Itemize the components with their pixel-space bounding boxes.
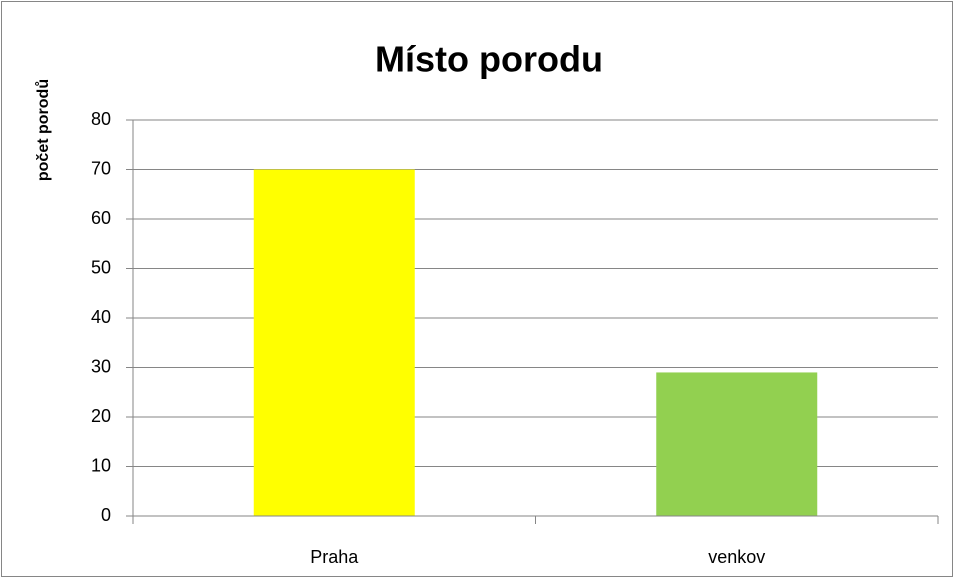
bar bbox=[253, 169, 415, 516]
y-tick-label: 0 bbox=[101, 505, 111, 525]
y-tick-label: 80 bbox=[91, 109, 111, 129]
x-tick-label: venkov bbox=[708, 547, 765, 567]
y-tick-label: 10 bbox=[91, 455, 111, 475]
x-tick-label: Praha bbox=[310, 547, 359, 567]
y-tick-label: 20 bbox=[91, 406, 111, 426]
chart-title: Místo porodu bbox=[375, 39, 603, 80]
bar bbox=[656, 372, 818, 516]
y-tick-label: 40 bbox=[91, 307, 111, 327]
y-tick-label: 30 bbox=[91, 356, 111, 376]
y-tick-label: 50 bbox=[91, 257, 111, 277]
y-axis-label: počet porodů bbox=[35, 79, 52, 181]
y-tick-label: 70 bbox=[91, 158, 111, 178]
y-tick-label: 60 bbox=[91, 208, 111, 228]
